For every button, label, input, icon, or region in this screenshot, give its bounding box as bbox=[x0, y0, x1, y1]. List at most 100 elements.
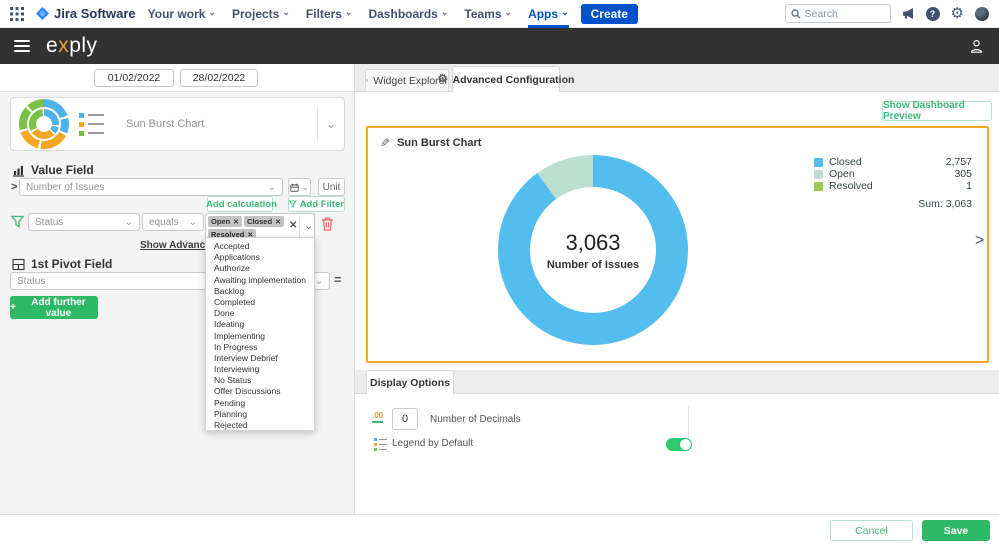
legend-swatch bbox=[814, 169, 823, 179]
remove-tag-icon[interactable]: ✕ bbox=[233, 218, 240, 226]
date-from-input[interactable] bbox=[94, 69, 174, 87]
tab-display-options[interactable]: Display Options bbox=[366, 370, 454, 394]
value-field-header: Value Field bbox=[12, 163, 94, 177]
widget-preview: ✎ Sun Burst Chart 3,063 Number of Issues… bbox=[366, 126, 989, 363]
sunburst-icon bbox=[19, 99, 69, 149]
legend-toggle[interactable] bbox=[666, 438, 692, 451]
show-dashboard-preview-button[interactable]: Show Dashboard Preview bbox=[882, 100, 992, 122]
jira-nav-right: ? ⚙ bbox=[784, 4, 989, 23]
open-values-chevron-icon[interactable]: ⌄ bbox=[304, 220, 314, 232]
status-option[interactable]: Awaiting implementation bbox=[214, 274, 306, 285]
status-option[interactable]: Planning bbox=[214, 408, 248, 419]
remove-tag-icon[interactable]: ✕ bbox=[247, 231, 254, 239]
add-calculation-button[interactable]: Add calculation bbox=[206, 196, 277, 212]
status-option[interactable]: Interview Debrief bbox=[214, 352, 278, 363]
status-options-dropdown: Accepted Applications Authorize Awaiting… bbox=[205, 237, 315, 431]
user-avatar[interactable] bbox=[975, 6, 989, 21]
search-input[interactable] bbox=[804, 7, 875, 20]
search-box[interactable] bbox=[784, 4, 891, 23]
jira-logo[interactable]: Jira Software bbox=[36, 6, 136, 21]
tabstrip: Widget Explorer ⚙ Advanced Configuration bbox=[355, 64, 999, 92]
create-button[interactable]: Create bbox=[580, 3, 638, 24]
announcement-icon[interactable] bbox=[902, 7, 915, 20]
status-option[interactable]: In Progress bbox=[214, 341, 258, 352]
jira-nav-item[interactable]: Projects ⌄ bbox=[232, 6, 290, 21]
add-filter-button[interactable]: Add Filter bbox=[288, 196, 345, 212]
person-icon[interactable] bbox=[968, 38, 985, 55]
status-option[interactable]: Applications bbox=[214, 252, 260, 263]
status-option[interactable]: No Status bbox=[214, 375, 252, 386]
remove-tag-icon[interactable]: ✕ bbox=[275, 218, 281, 226]
filter-tag[interactable]: Open ✕ bbox=[208, 216, 243, 227]
chevron-down-icon: ⌄ bbox=[504, 7, 513, 17]
status-option[interactable]: Done bbox=[214, 308, 235, 319]
unit-button[interactable]: Unit bbox=[318, 178, 345, 196]
filter-tag[interactable]: Closed ✕ bbox=[244, 216, 284, 227]
widget-type-select[interactable]: Sun Burst Chart ⌄ bbox=[10, 97, 345, 151]
status-option[interactable]: Accepted bbox=[214, 241, 250, 251]
legend-option-icon bbox=[374, 438, 387, 451]
app-switcher-icon[interactable] bbox=[10, 6, 24, 21]
next-chevron-icon[interactable]: > bbox=[975, 232, 985, 249]
legend-icon bbox=[79, 112, 104, 136]
add-further-value-button[interactable]: + Add further value bbox=[10, 296, 98, 319]
status-option[interactable]: Authorize bbox=[214, 263, 250, 274]
exply-logo: exply bbox=[46, 34, 98, 57]
chevron-down-icon: ⌄ bbox=[124, 216, 133, 228]
date-to-input[interactable] bbox=[180, 69, 258, 87]
clear-values-icon[interactable]: ✕ bbox=[289, 220, 298, 231]
calendar-icon bbox=[290, 183, 299, 192]
jira-menu: Your work ⌄ Projects ⌄ Filters ⌄ Dashboa… bbox=[148, 0, 569, 28]
expand-chevron-icon[interactable]: > bbox=[11, 181, 18, 193]
search-icon bbox=[790, 8, 801, 18]
settings-gear-icon[interactable]: ⚙ bbox=[950, 5, 964, 22]
help-icon[interactable]: ? bbox=[925, 6, 940, 21]
show-advanced-options-link[interactable]: Show Advanced Options bbox=[140, 240, 258, 251]
jira-diamond-icon bbox=[36, 7, 49, 20]
compass-icon bbox=[366, 79, 369, 82]
chevron-down-icon: ⌄ bbox=[188, 216, 197, 228]
tab-advanced-configuration[interactable]: ⚙ Advanced Configuration bbox=[438, 66, 574, 92]
calendar-button[interactable]: ⌄ bbox=[288, 178, 311, 196]
total-value: 3,063 bbox=[565, 229, 621, 255]
decimals-input[interactable] bbox=[392, 408, 418, 430]
status-option[interactable]: Pending bbox=[214, 397, 246, 408]
tab-widget-explorer[interactable]: Widget Explorer bbox=[365, 69, 449, 92]
legend-label: Open bbox=[829, 168, 855, 180]
jira-nav-item[interactable]: Apps ⌄ bbox=[528, 0, 569, 28]
status-option[interactable]: Completed bbox=[214, 296, 256, 307]
jira-nav-item[interactable]: Filters ⌄ bbox=[305, 6, 353, 21]
filter-operator-select[interactable]: equals ⌄ bbox=[142, 213, 204, 231]
value-field-select[interactable]: Number of Issues ⌄ bbox=[19, 178, 283, 196]
status-option[interactable]: Offer Discussions bbox=[214, 386, 281, 397]
widget-preview-header: ✎ Sun Burst Chart bbox=[380, 136, 481, 150]
filter-field-select[interactable]: Status ⌄ bbox=[28, 213, 140, 231]
jira-nav-item[interactable]: Teams ⌄ bbox=[464, 6, 513, 21]
funnel-icon bbox=[289, 200, 297, 208]
cancel-button[interactable]: Cancel bbox=[830, 520, 913, 541]
filter-tag[interactable]: Resolved ✕ bbox=[208, 229, 257, 240]
status-option[interactable]: Ideating bbox=[214, 319, 245, 330]
plus-icon: + bbox=[10, 302, 16, 313]
jira-nav-item[interactable]: Your work ⌄ bbox=[147, 6, 216, 21]
status-option[interactable]: Implementing bbox=[214, 330, 266, 341]
status-option[interactable]: Backlog bbox=[214, 285, 245, 296]
delete-filter-trash-icon[interactable] bbox=[320, 216, 335, 232]
configuration-panel: Sun Burst Chart ⌄ Value Field > Number o… bbox=[0, 64, 355, 514]
sunburst-chart[interactable]: 3,063 Number of Issues bbox=[498, 155, 688, 345]
filter-funnel-icon bbox=[11, 215, 24, 228]
legend-row: Closed 2,757 bbox=[814, 156, 972, 168]
toggle-knob bbox=[680, 439, 691, 450]
save-button[interactable]: Save bbox=[922, 520, 990, 541]
divider bbox=[688, 406, 689, 450]
status-option[interactable]: Interviewing bbox=[214, 364, 260, 375]
decimals-icon: .00 bbox=[372, 412, 384, 423]
jira-nav-item[interactable]: Dashboards ⌄ bbox=[368, 6, 449, 21]
date-range-strip bbox=[0, 64, 354, 92]
edit-pencil-icon[interactable]: ✎ bbox=[380, 136, 391, 150]
total-label: Number of Issues bbox=[546, 258, 640, 271]
status-option[interactable]: Rejected bbox=[214, 420, 248, 430]
menu-icon[interactable] bbox=[14, 40, 30, 52]
preview-legend: Closed 2,757 Open 305 Resolved 1 bbox=[814, 156, 972, 210]
exply-header-bar: exply bbox=[0, 28, 999, 64]
